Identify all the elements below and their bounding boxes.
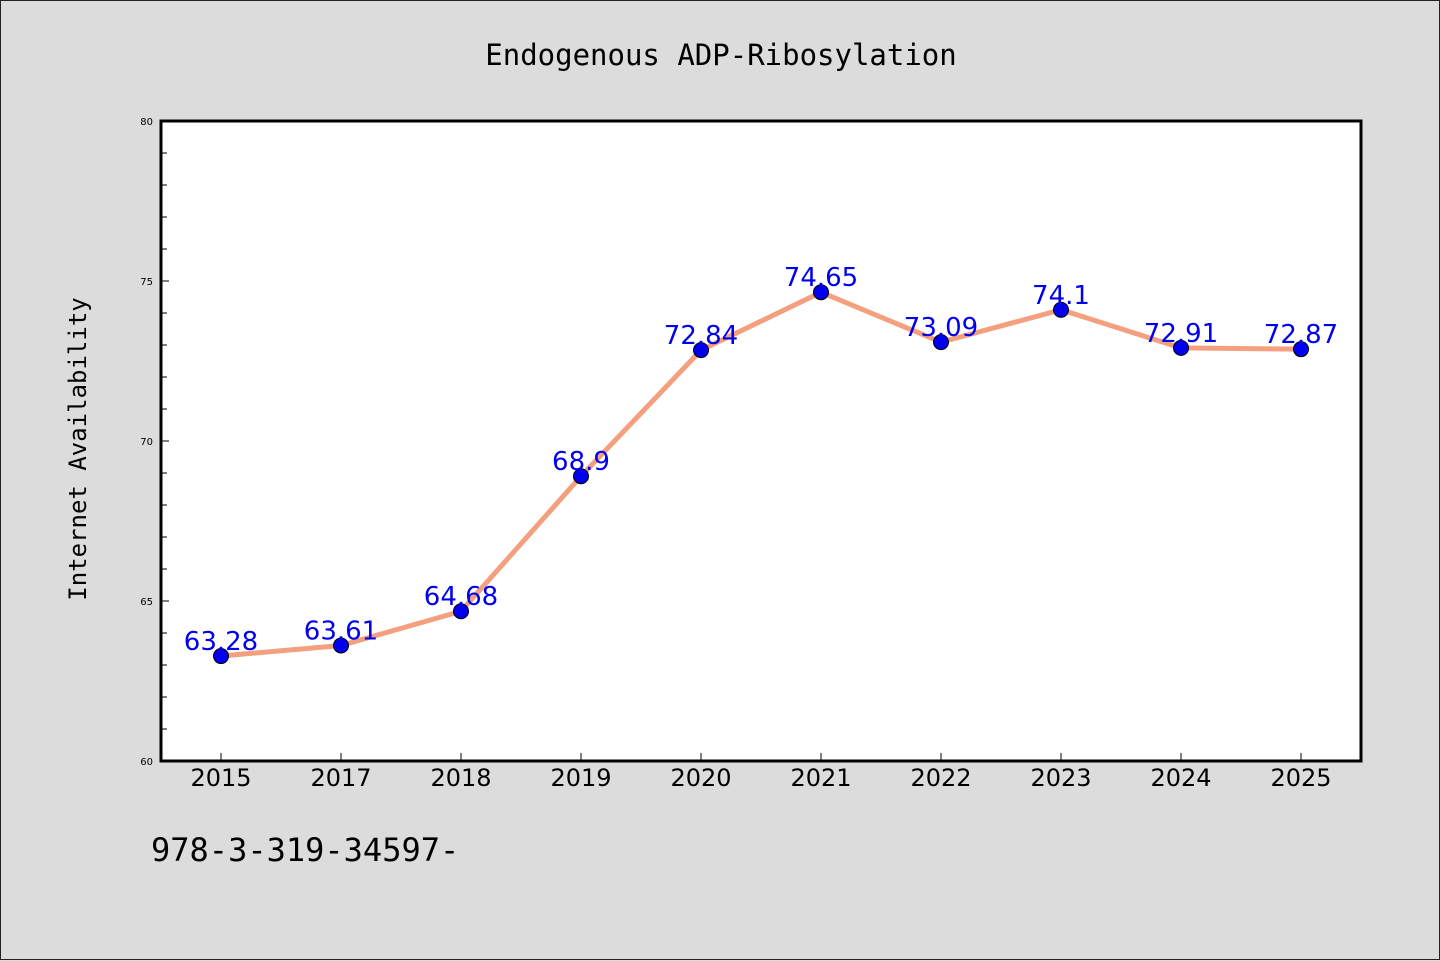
- footnote-isbn: 978-3-319-34597-: [151, 831, 460, 869]
- x-tick-label: 2024: [1150, 764, 1211, 792]
- data-point: [333, 637, 349, 654]
- x-tick-label: 2017: [310, 764, 371, 792]
- series-line: [218, 289, 1304, 659]
- y-tick-label: 75: [140, 277, 153, 288]
- data-label: 72.87: [1264, 320, 1338, 350]
- x-tick-label: 2020: [670, 764, 731, 792]
- x-tick-label: 2019: [550, 764, 611, 792]
- data-point: [693, 342, 709, 359]
- y-axis-label: Internet Availability: [64, 297, 92, 600]
- x-axis-ticks: 2015 2017 2018 2019 2020 2021 2022 2023 2024 2025: [190, 753, 1332, 792]
- y-tick-label: 60: [140, 757, 153, 768]
- data-label: 74.65: [784, 263, 858, 293]
- x-tick-label: 2025: [1270, 764, 1331, 792]
- data-point: [453, 603, 469, 620]
- x-tick-label: 2023: [1030, 764, 1091, 792]
- data-point: [1173, 339, 1189, 356]
- data-label: 73.09: [904, 313, 978, 343]
- data-label: 64.68: [424, 582, 498, 612]
- data-series: 63.28 63.61 64.68 68.9 72.84 74.65 73.09 74.1 72…: [184, 263, 1338, 665]
- plot-area: [159, 119, 1363, 763]
- data-point: [813, 284, 829, 301]
- y-axis-ticks: 60 65 70 75 80: [140, 117, 169, 768]
- y-tick-label: 80: [140, 117, 153, 128]
- chart-title: Endogenous ADP-Ribosylation: [485, 38, 956, 72]
- data-point: [1293, 341, 1309, 358]
- data-label: 72.84: [664, 321, 738, 351]
- y-tick-label: 65: [140, 597, 153, 608]
- data-label: 63.61: [304, 616, 378, 646]
- data-label: 68.9: [552, 447, 610, 477]
- x-tick-label: 2018: [430, 764, 491, 792]
- data-label: 63.28: [184, 627, 258, 657]
- x-tick-label: 2021: [790, 764, 851, 792]
- data-label: 74.1: [1032, 281, 1090, 311]
- x-tick-label: 2015: [190, 764, 251, 792]
- x-tick-label: 2022: [910, 764, 971, 792]
- data-point: [1053, 301, 1069, 318]
- data-point: [213, 648, 229, 665]
- y-tick-label: 70: [140, 437, 153, 448]
- data-point: [573, 468, 589, 485]
- data-label: 72.91: [1144, 319, 1218, 349]
- data-point: [933, 334, 949, 351]
